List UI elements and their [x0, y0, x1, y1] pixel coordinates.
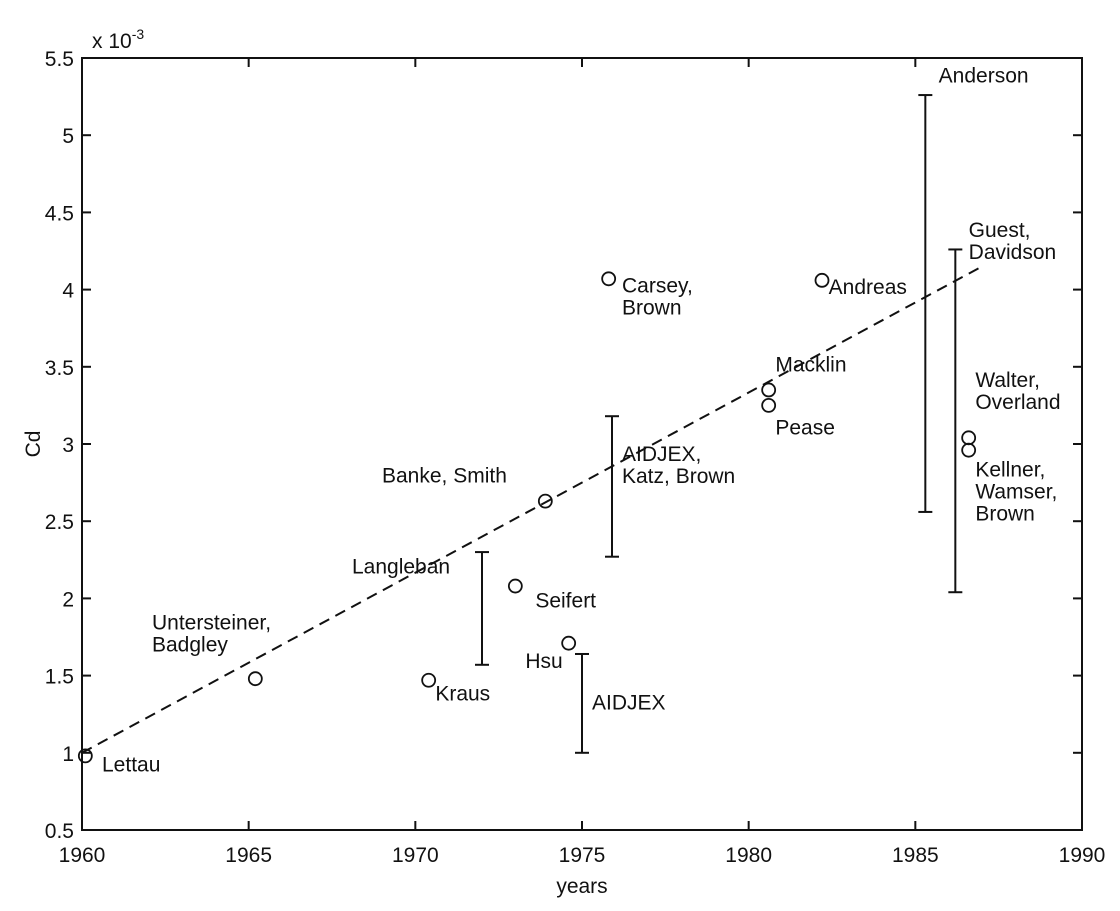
x-tick-labels: 1960 1965 1970 1975 1980 1985 1990 [59, 844, 1106, 867]
y-tick-label: 5.5 [45, 48, 74, 71]
y-tick-labels: 0.5 1 1.5 2 2.5 3 3.5 4 4.5 5 5.5 [45, 48, 75, 843]
y-tick-label: 4.5 [45, 202, 74, 225]
annotation-label: Guest, Davidson [969, 219, 1057, 264]
data-point [421, 672, 437, 688]
annotation-label: AIDJEX [592, 692, 666, 715]
data-point [601, 271, 617, 287]
y-tick-label: 3 [62, 434, 74, 457]
data-point [814, 272, 830, 288]
data-point [761, 382, 777, 398]
annotation-label: Walter, Overland [975, 369, 1060, 414]
data-point [507, 578, 523, 594]
y-multiplier: x 10-3 [92, 26, 144, 53]
x-tick-label: 1980 [725, 844, 772, 867]
annotation-label: Anderson [939, 65, 1029, 88]
y-tick-label: 2.5 [45, 511, 74, 534]
x-tick-label: 1975 [559, 844, 606, 867]
y-tick-label: 2 [62, 588, 74, 611]
annotation-label: AIDJEX, Katz, Brown [622, 443, 735, 488]
trend-line-dashed [81, 265, 983, 754]
x-tick-label: 1985 [892, 844, 939, 867]
y-tick-label: 0.5 [45, 820, 74, 843]
data-point [761, 397, 777, 413]
annotation-label: Pease [775, 417, 835, 440]
data-point [247, 671, 263, 687]
annotation-label: Carsey, Brown [622, 275, 693, 320]
trend-line [81, 265, 983, 754]
data-point [561, 635, 577, 651]
y-tick-label: 5 [62, 125, 74, 148]
x-tick-label: 1970 [392, 844, 439, 867]
annotation-label: Kraus [435, 682, 490, 705]
y-axis-label: Cd [22, 431, 45, 458]
data-point [537, 493, 553, 509]
annotation-label: Banke, Smith [382, 465, 507, 488]
data-point [961, 430, 977, 446]
data-point [77, 748, 93, 764]
y-tick-label: 1 [62, 743, 74, 766]
range-bars [475, 94, 963, 754]
y-tick-label: 3.5 [45, 357, 74, 380]
data-point [961, 442, 977, 458]
annotation-label: Andreas [829, 276, 907, 299]
annotation-label: Hsu [525, 650, 562, 673]
annotation-label: Macklin [775, 353, 846, 376]
x-tick-label: 1960 [59, 844, 106, 867]
y-tick-label: 1.5 [45, 666, 74, 689]
data-points [77, 271, 977, 764]
annotation-label: Kellner, Wamser, Brown [975, 458, 1057, 525]
x-axis-label: years [556, 875, 607, 898]
annotation-label: Langleban [352, 556, 450, 579]
annotation-label: Seifert [535, 590, 596, 613]
annotations: Lettau Untersteiner, Badgley Kraus Langleban… [102, 65, 1061, 777]
x-tick-label: 1965 [225, 844, 272, 867]
annotation-label: Lettau [102, 753, 160, 776]
annotation-label: Untersteiner, Badgley [152, 611, 271, 656]
y-tick-label: 4 [62, 280, 74, 303]
x-tick-label: 1990 [1059, 844, 1106, 867]
